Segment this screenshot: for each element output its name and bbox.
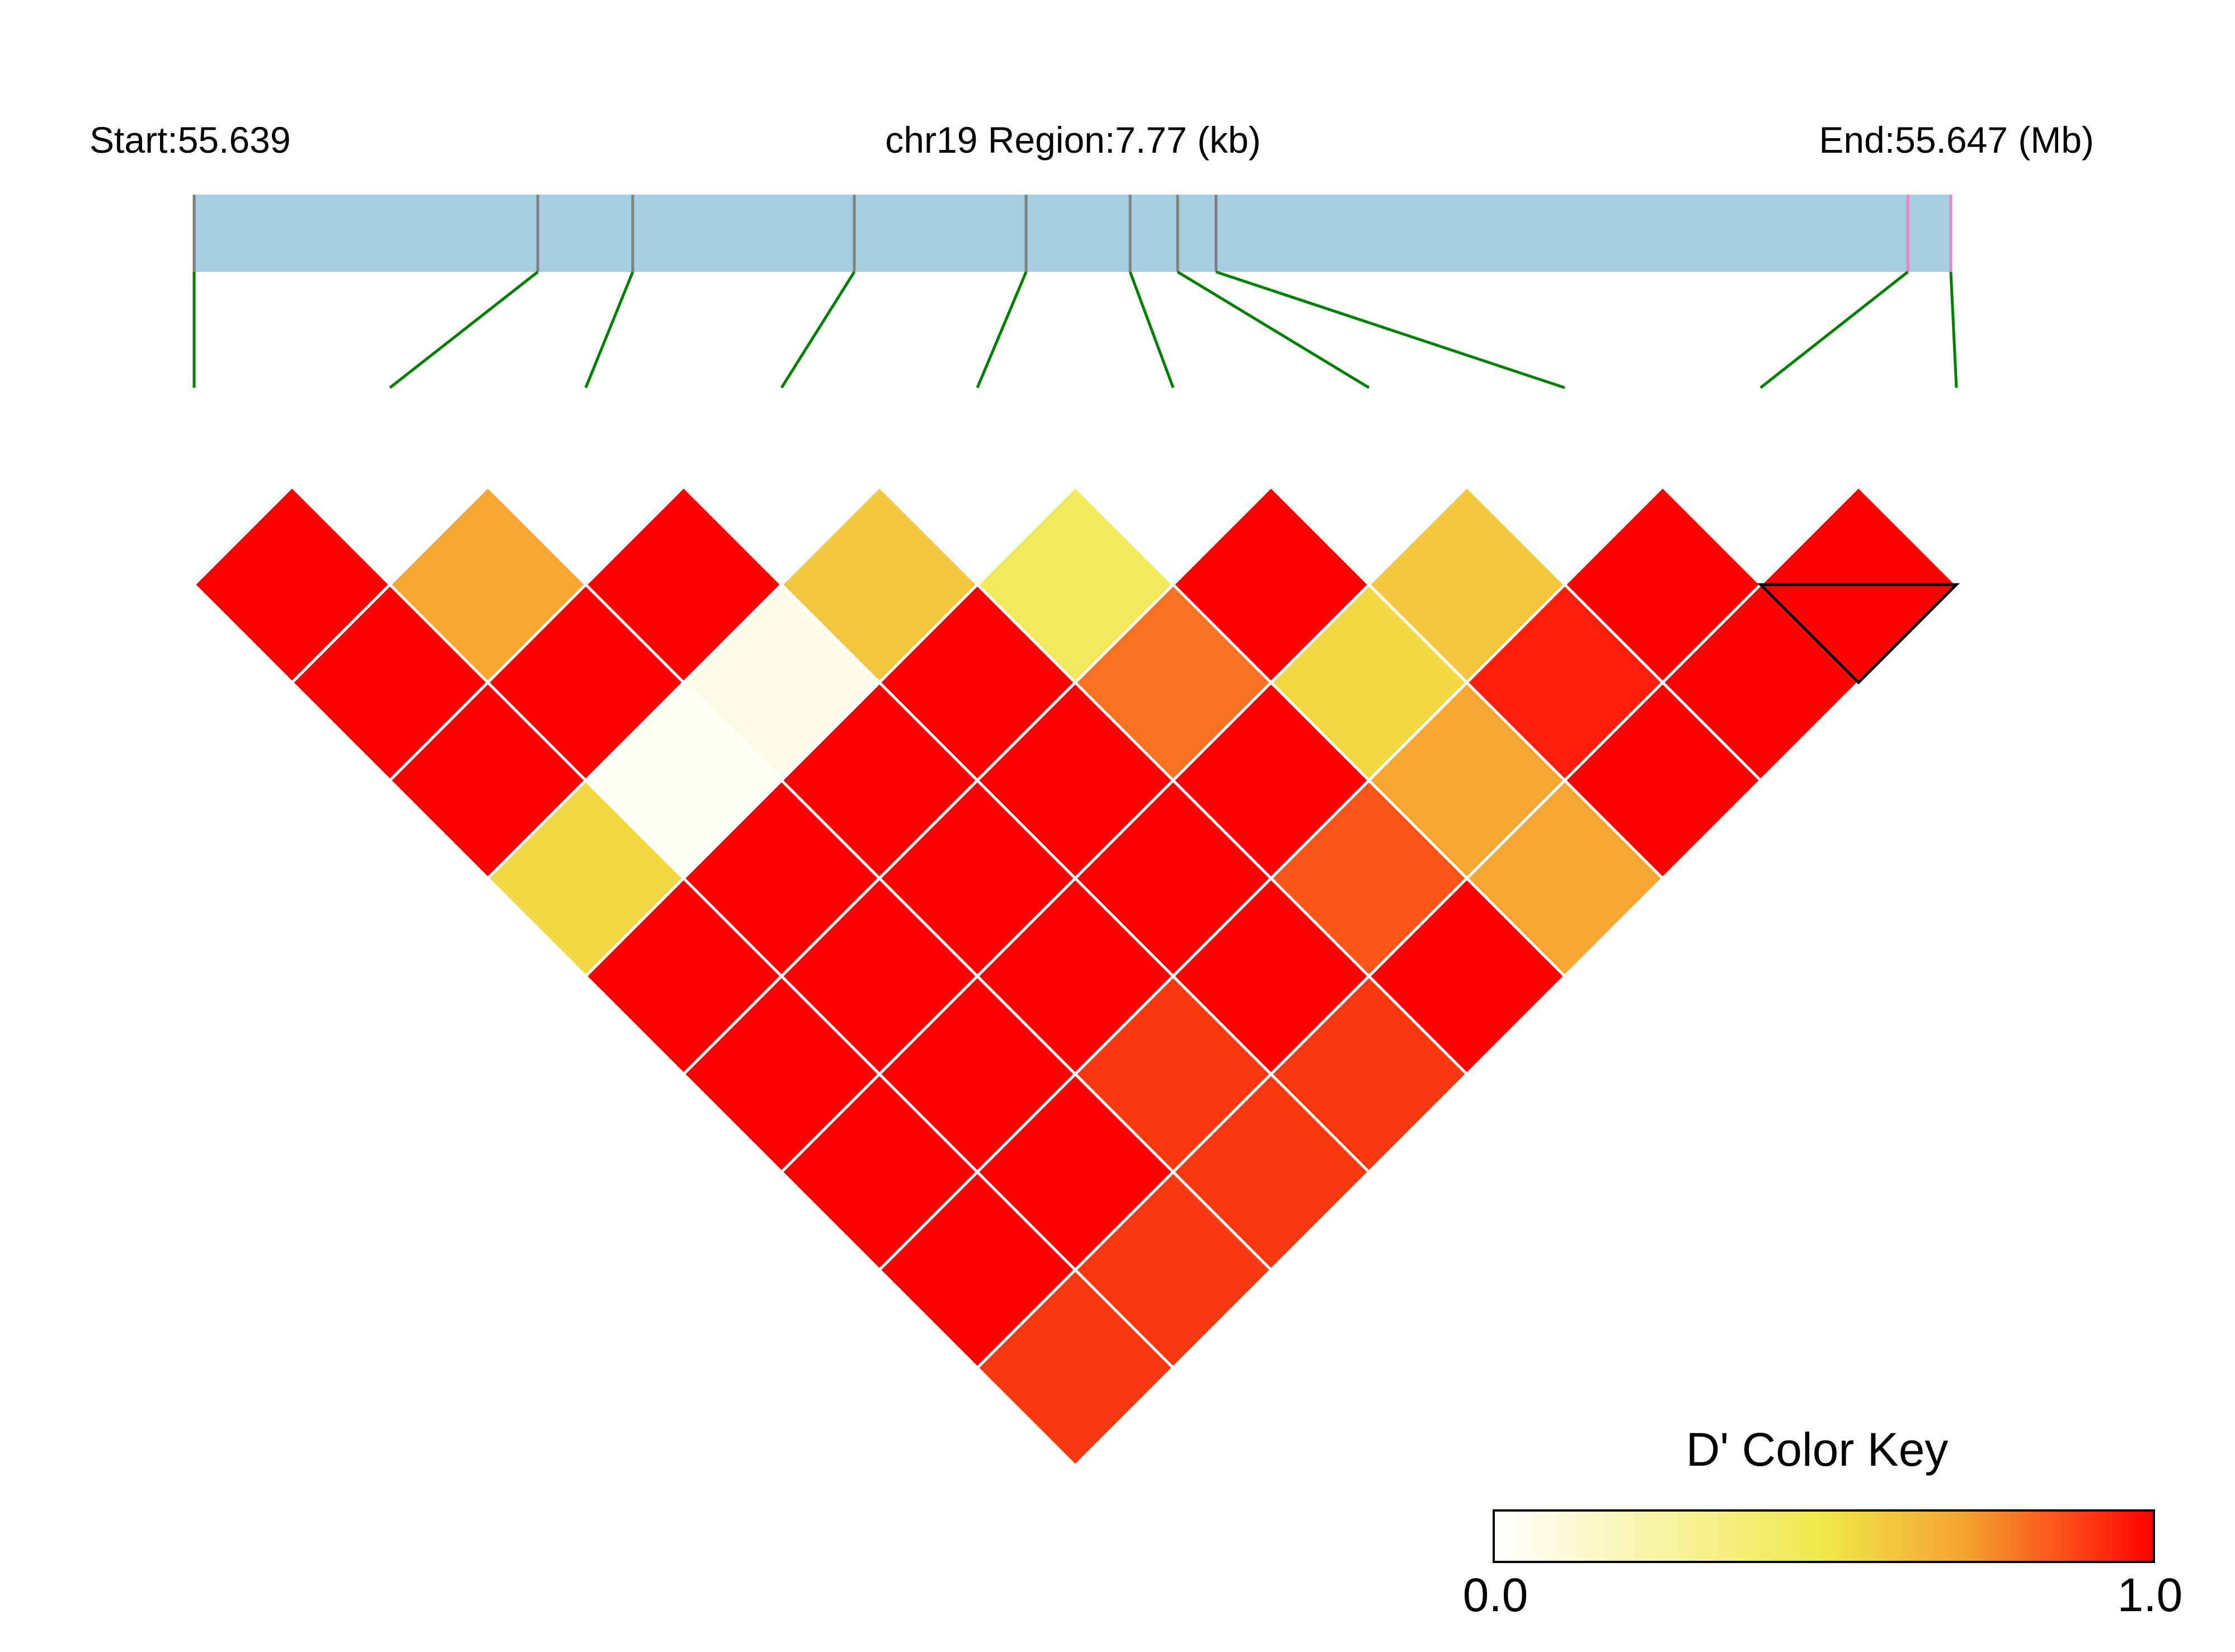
color-key-min-label: 0.0 — [1463, 1569, 1528, 1621]
snp-connector-line — [780, 271, 856, 389]
snp-ticks — [192, 195, 1952, 272]
end-label: End:55.647 (Mb) — [1819, 119, 2094, 161]
snp-connector-line — [1128, 271, 1175, 388]
snp-connector-line — [1177, 270, 1370, 389]
snp-connector-lines — [192, 270, 1958, 389]
snp-connector-line — [1949, 271, 1958, 388]
snp-connector-line — [584, 271, 634, 388]
region-label: chr19 Region:7.77 (kb) — [885, 119, 1260, 161]
start-label: Start:55.639 — [90, 119, 291, 161]
snp-connector-line — [1759, 271, 1909, 389]
snp-connector-line — [389, 271, 539, 389]
color-key-bar — [1493, 1509, 2155, 1563]
snp-connector-line — [1215, 270, 1565, 389]
snp-connector-line — [976, 271, 1028, 388]
color-key-max-label: 1.0 — [2118, 1569, 2183, 1621]
color-key-title: D' Color Key — [1686, 1423, 1949, 1476]
highlighted-pair-outline — [1757, 583, 1960, 685]
ld-heatmap — [192, 484, 1959, 1468]
region-bar — [194, 195, 1951, 272]
